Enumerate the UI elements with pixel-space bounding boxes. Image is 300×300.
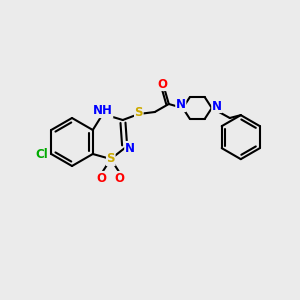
Text: Cl: Cl: [36, 148, 49, 160]
Text: O: O: [115, 172, 125, 184]
Text: S: S: [134, 106, 143, 119]
Text: O: O: [97, 172, 107, 184]
Text: S: S: [106, 152, 115, 166]
Text: NH: NH: [93, 104, 113, 118]
Text: N: N: [212, 100, 222, 112]
Text: N: N: [125, 142, 135, 154]
Text: N: N: [176, 98, 186, 112]
Text: O: O: [158, 77, 168, 91]
